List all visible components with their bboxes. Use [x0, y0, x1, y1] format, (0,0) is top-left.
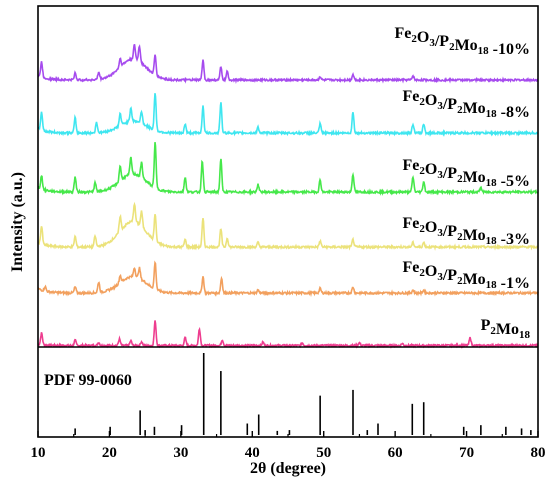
series-line-fe2o3-p2mo18-5	[37, 141, 539, 197]
x-tick-label-30: 30	[173, 445, 188, 461]
series-label-fe2o3-p2mo18-8: Fe2O3/P2Mo18 -8%	[403, 88, 530, 121]
reference-label: PDF 99-0060	[44, 372, 132, 389]
series-layer	[37, 43, 539, 349]
series-label-fe2o3-p2mo18-1: Fe2O3/P2Mo18 -1%	[403, 259, 530, 292]
x-tick-label-70: 70	[459, 445, 474, 461]
x-axis-label: 2θ (degree)	[250, 460, 326, 477]
reference-layer	[74, 353, 532, 435]
series-line-p2mo18	[37, 320, 539, 349]
series-label-fe2o3-p2mo18-5: Fe2O3/P2Mo18 -5%	[403, 157, 530, 190]
series-label-p2mo18: P2Mo18	[481, 317, 531, 341]
series-line-fe2o3-p2mo18-10	[37, 43, 539, 85]
series-label-fe2o3-p2mo18-3: Fe2O3/P2Mo18 -3%	[403, 215, 530, 248]
x-tick-label-50: 50	[316, 445, 331, 461]
series-line-fe2o3-p2mo18-3	[37, 201, 539, 251]
x-tick-label-20: 20	[102, 445, 117, 461]
x-tick-label-40: 40	[245, 445, 260, 461]
series-line-fe2o3-p2mo18-8	[37, 93, 539, 138]
series-line-fe2o3-p2mo18-1	[37, 260, 539, 298]
series-label-fe2o3-p2mo18-10: Fe2O3/P2Mo18 -10%	[395, 25, 530, 58]
x-tick-label-10: 10	[31, 445, 46, 461]
x-tick-label-80: 80	[531, 445, 546, 461]
x-tick-label-60: 60	[388, 445, 403, 461]
label-layer: P2Mo18 Fe2O3/P2Mo18 -1% Fe2O3/P2Mo18 -3% Fe…	[44, 25, 531, 389]
axis-layer: 10 20 30 40 50 60 70 80 2θ (degree) Intensity (a.…	[9, 5, 546, 477]
y-axis-label: Intensity (a.u.)	[9, 172, 26, 272]
